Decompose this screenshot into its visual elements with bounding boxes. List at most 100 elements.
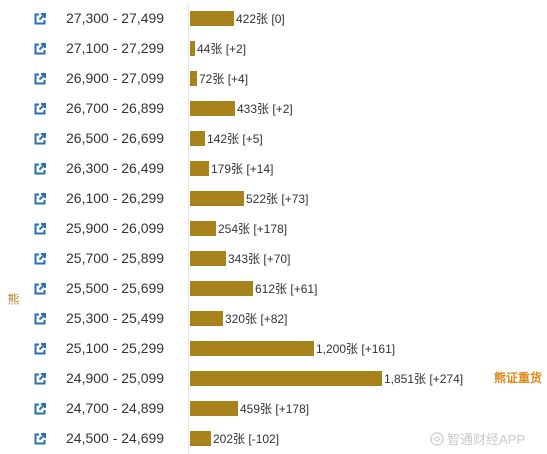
axis-line [188, 364, 189, 394]
axis-line [188, 244, 189, 274]
count-bar [190, 161, 209, 176]
count-label: 459张 [+178] [240, 400, 309, 417]
count-value: 422张 [236, 12, 269, 26]
count-value: 433张 [237, 102, 270, 116]
count-change: [+5] [242, 132, 263, 146]
count-value: 459张 [240, 402, 273, 416]
external-link-icon[interactable] [33, 162, 47, 176]
count-change: [+14] [246, 162, 274, 176]
count-value: 1,851张 [384, 372, 427, 386]
count-label: 422张 [0] [236, 10, 285, 27]
count-value: 44张 [197, 42, 223, 56]
bear-certificate-list: 27,300 - 27,499 422张 [0] 27,100 - 27,299 44… [0, 4, 547, 454]
external-link-icon[interactable] [33, 252, 47, 266]
count-value: 202张 [213, 432, 246, 446]
axis-line [188, 214, 189, 244]
count-bar [190, 71, 197, 86]
external-link-icon[interactable] [33, 192, 47, 206]
count-label: 142张 [+5] [207, 130, 263, 147]
axis-line [188, 394, 189, 424]
axis-line [188, 184, 189, 214]
external-link-icon[interactable] [33, 312, 47, 326]
price-range: 26,100 - 26,299 [66, 190, 165, 206]
count-change: [+61] [290, 282, 318, 296]
external-link-icon[interactable] [33, 342, 47, 356]
count-bar [190, 311, 223, 326]
price-range: 24,900 - 25,099 [66, 370, 165, 386]
axis-line [188, 124, 189, 154]
axis-line [188, 424, 189, 454]
external-link-icon[interactable] [33, 372, 47, 386]
list-item: 25,900 - 26,099 254张 [+178] [0, 214, 547, 244]
axis-line [188, 64, 189, 94]
axis-line [188, 154, 189, 184]
price-range: 25,100 - 25,299 [66, 340, 165, 356]
axis-line [188, 34, 189, 64]
count-label: 433张 [+2] [237, 100, 293, 117]
price-range: 25,500 - 25,699 [66, 280, 165, 296]
price-range: 25,300 - 25,499 [66, 310, 165, 326]
watermark: 智通财经APP [430, 429, 525, 448]
external-link-icon[interactable] [33, 132, 47, 146]
external-link-icon[interactable] [33, 102, 47, 116]
price-range: 26,900 - 27,099 [66, 70, 165, 86]
list-item: 25,300 - 25,499 320张 [+82] [0, 304, 547, 334]
list-item: 26,900 - 27,099 72张 [+4] [0, 64, 547, 94]
list-item: 27,100 - 27,299 44张 [+2] [0, 34, 547, 64]
price-range: 25,700 - 25,899 [66, 250, 165, 266]
count-label: 320张 [+82] [225, 310, 287, 327]
list-item: 26,100 - 26,299 522张 [+73] [0, 184, 547, 214]
external-link-icon[interactable] [33, 42, 47, 56]
heavy-bear-tag: 熊证重货 [493, 371, 542, 385]
count-value: 343张 [228, 252, 261, 266]
axis-line [188, 334, 189, 364]
count-bar [190, 401, 238, 416]
price-range: 27,100 - 27,299 [66, 40, 165, 56]
count-label: 522张 [+73] [246, 190, 308, 207]
count-bar [190, 281, 253, 296]
count-change: [+73] [281, 192, 309, 206]
count-label: 612张 [+61] [255, 280, 317, 297]
count-change: [+2] [272, 102, 293, 116]
count-value: 1,200张 [316, 342, 359, 356]
count-label: 1,851张 [+274] [384, 370, 463, 387]
external-link-icon[interactable] [33, 432, 47, 446]
count-label: 1,200张 [+161] [316, 340, 395, 357]
count-label: 72张 [+4] [199, 70, 248, 87]
axis-line [188, 274, 189, 304]
count-label: 254张 [+178] [218, 220, 287, 237]
list-item: 24,500 - 24,699 202张 [-102] [0, 424, 547, 454]
price-range: 25,900 - 26,099 [66, 220, 165, 236]
count-change: [+161] [361, 342, 396, 356]
count-change: [+70] [263, 252, 291, 266]
bear-side-label: 熊 [6, 293, 20, 305]
count-value: 612张 [255, 282, 288, 296]
count-change: [+178] [275, 402, 310, 416]
count-bar [190, 191, 244, 206]
count-bar [190, 221, 216, 236]
count-value: 522张 [246, 192, 279, 206]
count-value: 142张 [207, 132, 240, 146]
external-link-icon[interactable] [33, 72, 47, 86]
external-link-icon[interactable] [33, 402, 47, 416]
count-bar [190, 131, 205, 146]
count-change: [-102] [248, 432, 280, 446]
count-change: [+178] [253, 222, 288, 236]
count-change: [+4] [227, 72, 249, 86]
list-item: 24,700 - 24,899 459张 [+178] [0, 394, 547, 424]
external-link-icon[interactable] [33, 12, 47, 26]
price-range: 27,300 - 27,499 [66, 10, 165, 26]
axis-line [188, 304, 189, 334]
count-change: [+2] [225, 42, 247, 56]
price-range: 26,300 - 26,499 [66, 160, 165, 176]
count-value: 320张 [225, 312, 258, 326]
price-range: 26,700 - 26,899 [66, 100, 165, 116]
list-item: 24,900 - 25,099 1,851张 [+274] 熊证重货 [0, 364, 547, 394]
list-item: 25,100 - 25,299 1,200张 [+161] [0, 334, 547, 364]
count-label: 202张 [-102] [213, 430, 279, 447]
count-label: 179张 [+14] [211, 160, 273, 177]
list-item: 25,700 - 25,899 343张 [+70] [0, 244, 547, 274]
count-label: 44张 [+2] [197, 40, 246, 57]
external-link-icon[interactable] [33, 282, 47, 296]
external-link-icon[interactable] [33, 222, 47, 236]
